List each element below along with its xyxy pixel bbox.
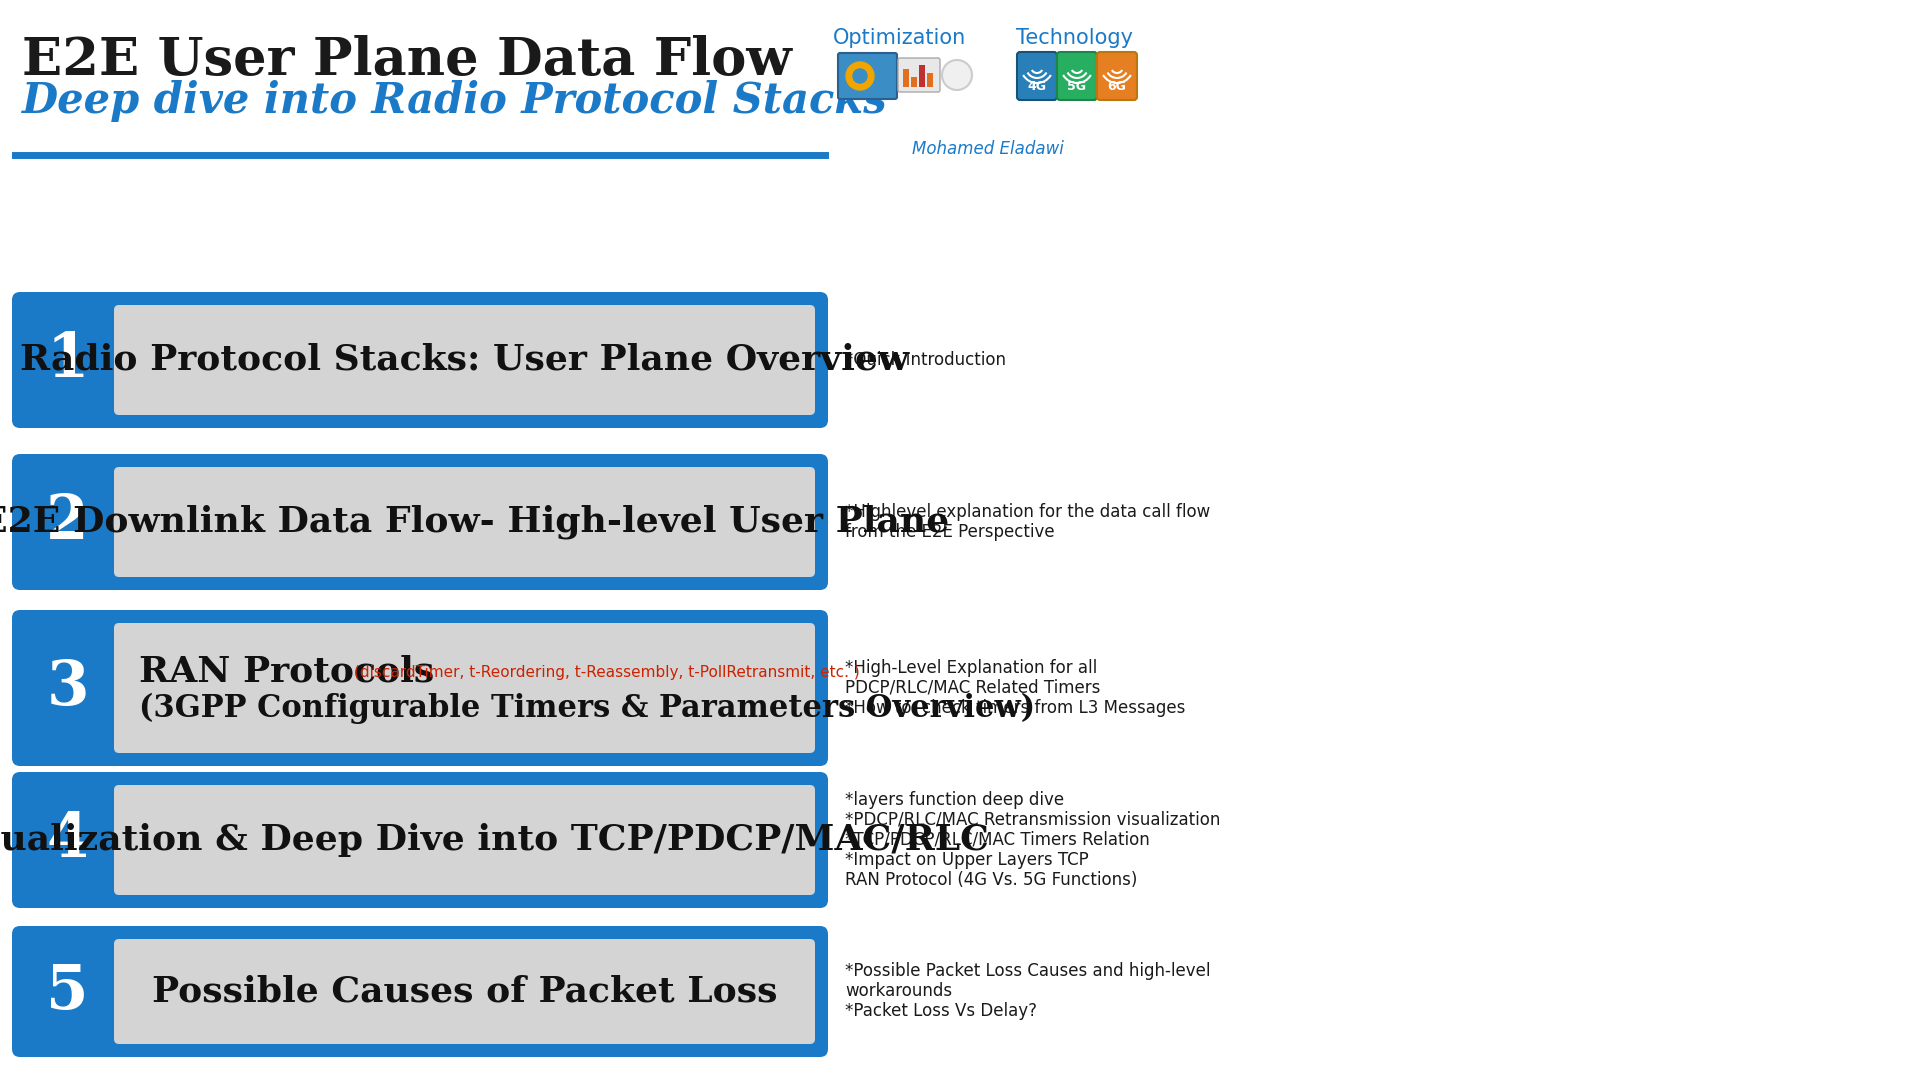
Text: (3GPP Configurable Timers & Parameters Overview): (3GPP Configurable Timers & Parameters O… (138, 693, 1034, 724)
FancyBboxPatch shape (113, 623, 816, 753)
FancyBboxPatch shape (113, 467, 816, 577)
FancyBboxPatch shape (12, 610, 827, 766)
Text: RAN Protocol (4G Vs. 5G Functions): RAN Protocol (4G Vs. 5G Functions) (844, 871, 1138, 889)
Text: Technology: Technology (1017, 28, 1134, 47)
Text: *How to  check timers from L3 Messages: *How to check timers from L3 Messages (844, 699, 1186, 718)
Text: Deep dive into Radio Protocol Stacks: Deep dive into Radio Protocol Stacks (21, 80, 888, 122)
FancyBboxPatch shape (12, 771, 827, 909)
Text: *layers function deep dive: *layers function deep dive (844, 791, 1065, 809)
Text: 1: 1 (46, 330, 88, 390)
FancyBboxPatch shape (919, 65, 925, 87)
Text: 6G: 6G (1107, 81, 1126, 94)
FancyBboxPatch shape (1098, 52, 1136, 100)
Text: 2: 2 (46, 492, 88, 552)
Text: *Quick Introduction: *Quick Introduction (844, 351, 1006, 369)
Text: *Highlevel explanation for the data call flow: *Highlevel explanation for the data call… (844, 503, 1211, 521)
Text: *TCP/PDCP/RLC/MAC Timers Relation: *TCP/PDCP/RLC/MAC Timers Relation (844, 831, 1149, 849)
FancyBboxPatch shape (904, 69, 910, 87)
FancyBboxPatch shape (898, 58, 940, 92)
FancyBboxPatch shape (912, 77, 917, 87)
Text: E2E User Plane Data Flow: E2E User Plane Data Flow (21, 35, 793, 86)
Circle shape (854, 69, 867, 83)
FancyBboxPatch shape (113, 786, 816, 894)
FancyBboxPatch shape (1017, 52, 1057, 100)
Text: 3: 3 (46, 658, 88, 718)
FancyBboxPatch shape (113, 305, 816, 415)
Text: E2E Downlink Data Flow- High-level User Plane: E2E Downlink Data Flow- High-level User … (0, 505, 950, 540)
Text: *High-Level Explanation for all: *High-Level Explanation for all (844, 659, 1098, 677)
Text: Possible Causes of Packet Loss: Possible Causes of Packet Loss (152, 974, 777, 1009)
Text: from the E2E Perspective: from the E2E Perspective (844, 523, 1055, 541)
FancyBboxPatch shape (839, 53, 896, 99)
Text: RAN Protocols: RAN Protocols (138, 655, 434, 689)
Text: 4: 4 (46, 810, 88, 870)
Text: *Packet Loss Vs Delay?: *Packet Loss Vs Delay? (844, 1002, 1036, 1021)
Circle shape (942, 60, 973, 90)
Text: Mohamed Eladawi: Mohamed Eladawi (912, 140, 1063, 158)
FancyBboxPatch shape (927, 73, 933, 87)
Text: Optimization: Optimization (833, 28, 967, 47)
Text: 5G: 5G (1067, 81, 1086, 94)
Text: workarounds: workarounds (844, 983, 952, 1000)
Circle shape (846, 62, 873, 90)
FancyBboxPatch shape (12, 292, 827, 428)
FancyBboxPatch shape (113, 939, 816, 1044)
Text: *Impact on Upper Layers TCP: *Impact on Upper Layers TCP (844, 851, 1088, 869)
Text: *PDCP/RLC/MAC Retransmission visualization: *PDCP/RLC/MAC Retransmission visualizati… (844, 811, 1220, 829)
Text: 4G: 4G (1027, 81, 1046, 94)
Text: 5: 5 (46, 961, 88, 1022)
Text: Visualization & Deep Dive into TCP/PDCP/MAC/RLC: Visualization & Deep Dive into TCP/PDCP/… (0, 823, 990, 857)
Text: *Possible Packet Loss Causes and high-level: *Possible Packet Loss Causes and high-le… (844, 962, 1211, 981)
FancyBboxPatch shape (12, 926, 827, 1057)
FancyBboxPatch shape (12, 454, 827, 590)
Text: PDCP/RLC/MAC Related Timers: PDCP/RLC/MAC Related Timers (844, 679, 1100, 697)
FancyBboxPatch shape (1057, 52, 1098, 100)
Text: (discardTimer, t-Reordering, t-Reassembly, t-PollRetransmit, etc. ): (discardTimer, t-Reordering, t-Reassembl… (353, 665, 860, 680)
Text: Radio Protocol Stacks: User Plane Overview: Radio Protocol Stacks: User Plane Overvi… (19, 343, 910, 377)
